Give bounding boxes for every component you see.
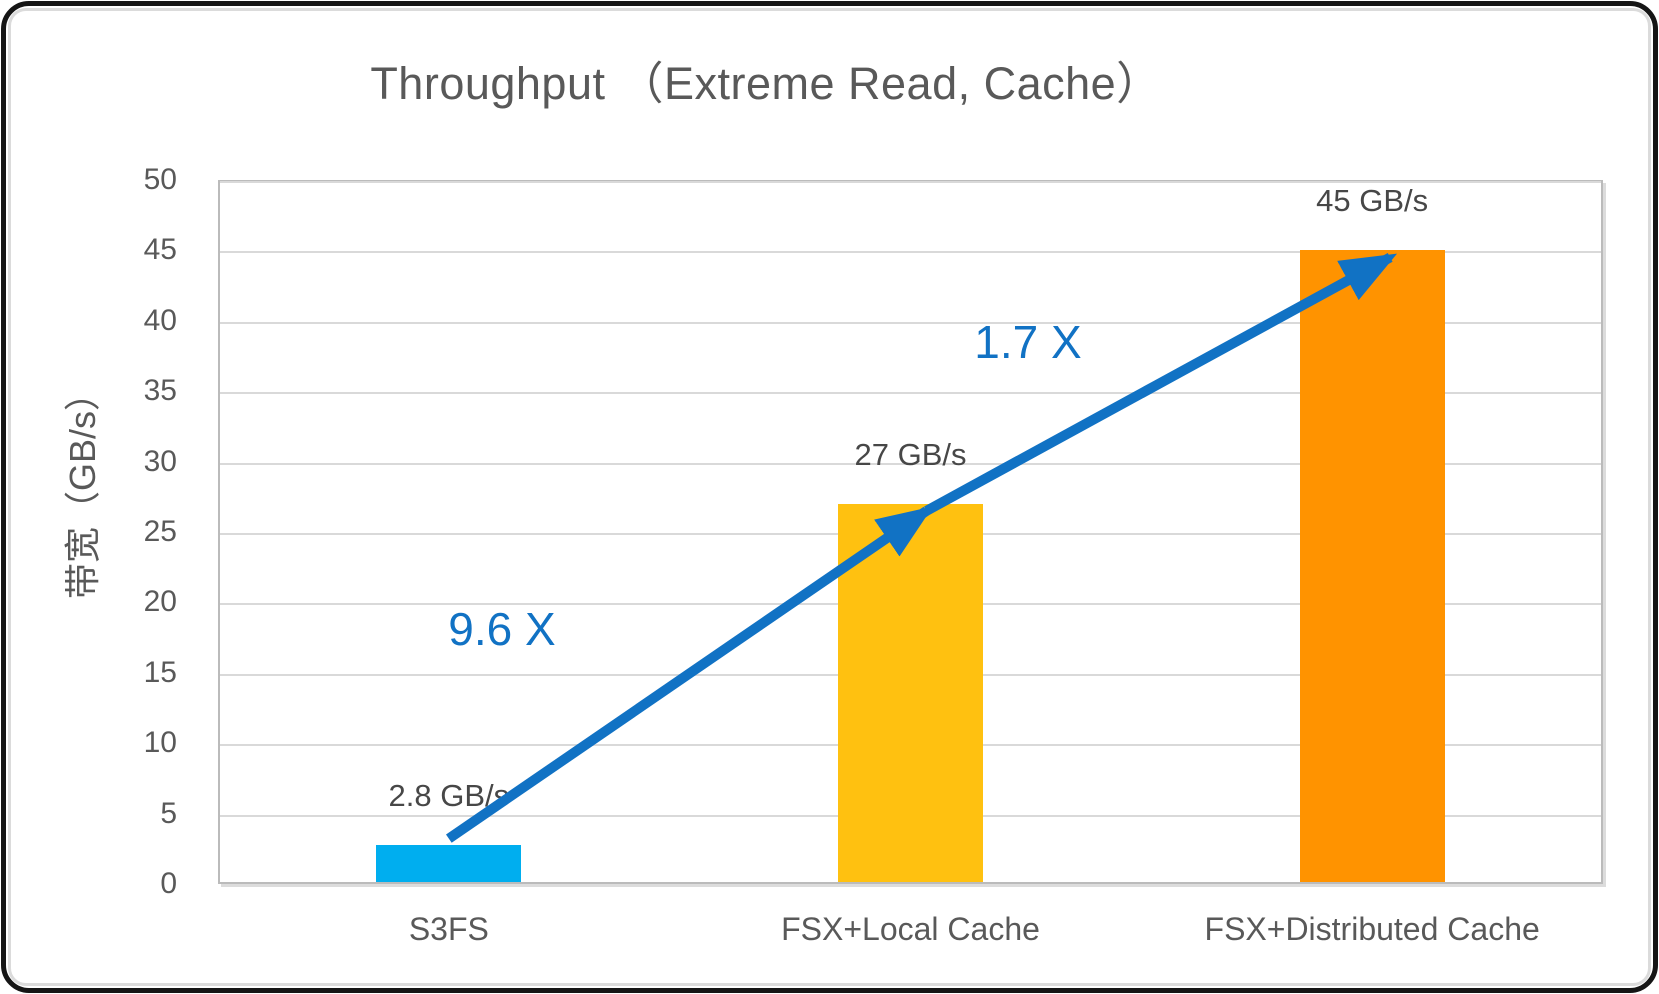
y-tick-label-15: 15	[143, 655, 177, 689]
gridline-40	[220, 321, 1601, 324]
y-axis-title: 带宽（GB/s）	[62, 374, 103, 600]
y-tick-label-10: 10	[143, 726, 177, 760]
y-tick-label-0: 0	[160, 867, 177, 900]
data-label-2: 27 GB/s	[854, 436, 967, 472]
y-tick-label-30: 30	[143, 444, 177, 478]
y-tick-label-50: 50	[143, 163, 177, 196]
y-tick-label-5: 5	[160, 796, 177, 830]
multiplier-annotation-2: 1.7 X	[974, 316, 1082, 368]
y-tick-label-20: 20	[143, 585, 177, 619]
data-label-3: 45 GB/s	[1316, 183, 1429, 219]
bar-s3fs	[376, 844, 522, 882]
bar-fsx-distributed-cache	[1299, 250, 1445, 882]
chart-title: Throughput （Extreme Read, Cache）	[370, 58, 1162, 109]
y-tick-label-25: 25	[143, 515, 177, 548]
gridline-35	[220, 392, 1601, 395]
y-tick-label-45: 45	[143, 233, 177, 267]
data-label-1: 2.8 GB/s	[388, 777, 510, 813]
gridline-45	[220, 251, 1601, 254]
x-category-label-2: FSX+Local Cache	[781, 911, 1040, 947]
gridline-30	[220, 462, 1601, 465]
gridline-50	[220, 181, 1601, 183]
y-tick-label-35: 35	[143, 374, 177, 408]
x-category-label-3: FSX+Distributed Cache	[1204, 911, 1540, 947]
bar-fsx-local-cache	[838, 503, 983, 882]
x-category-label-1: S3FS	[408, 911, 489, 947]
multiplier-annotation-1: 9.6 X	[448, 603, 556, 655]
y-tick-label-40: 40	[143, 303, 177, 337]
